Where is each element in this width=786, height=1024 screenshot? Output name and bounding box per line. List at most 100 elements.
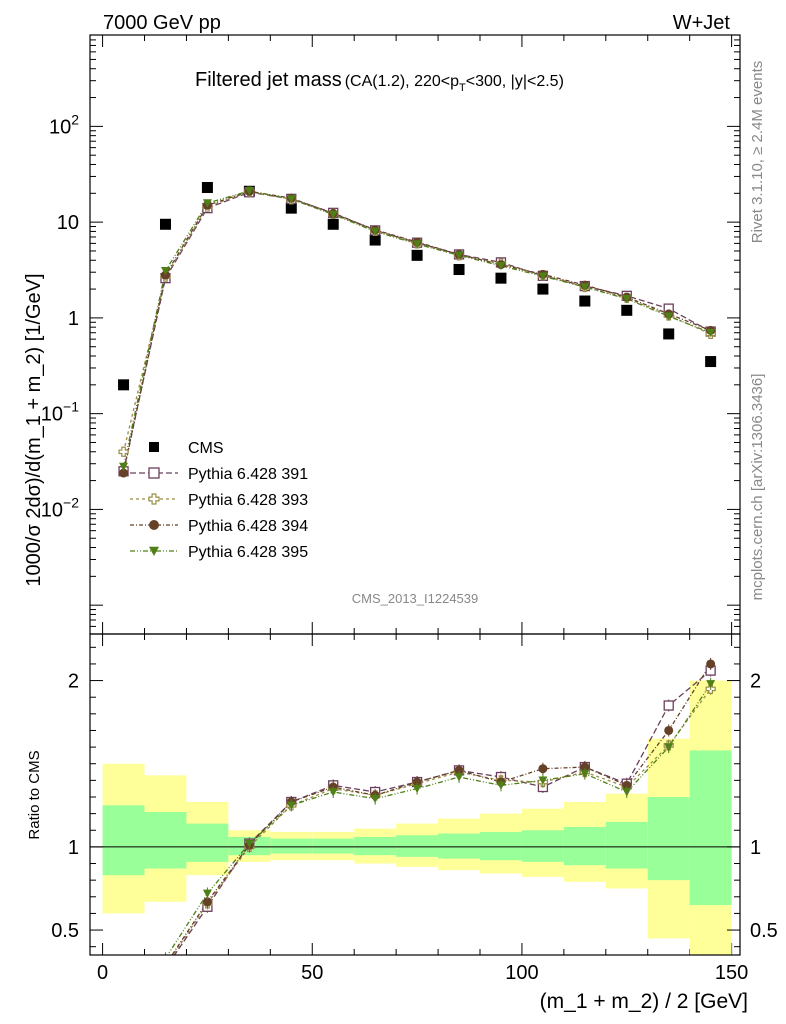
- data-point: [663, 328, 675, 340]
- series-line: [122, 191, 711, 452]
- data-point: [118, 379, 130, 391]
- ratio-point: [244, 839, 254, 849]
- legend-marker: [149, 520, 159, 530]
- data-point: [327, 218, 339, 230]
- ratio-tick-label-right: 0.5: [750, 920, 778, 942]
- inner-band-bin: [563, 826, 606, 866]
- ratio-point: [202, 889, 212, 898]
- inner-band-bin: [521, 830, 564, 862]
- data-point: [411, 249, 423, 261]
- ratio-point: [538, 776, 548, 785]
- y-axis-label: 1000/σ 2dσ)/d(m_1 + m_2) [1/GeV]: [23, 273, 45, 586]
- ratio-point: [622, 780, 632, 790]
- series-line: [122, 190, 711, 474]
- data-point: [453, 264, 465, 276]
- ratio-point: [202, 897, 212, 907]
- inner-band-bin: [102, 805, 145, 876]
- ratio-point: [119, 989, 128, 998]
- ratio-point: [454, 765, 464, 775]
- y-tick-label: 10: [57, 212, 79, 234]
- data-point: [664, 312, 674, 321]
- uncertainty-bands: [102, 680, 732, 955]
- x-tick-label: 150: [715, 962, 748, 984]
- ratio-point: [161, 964, 170, 973]
- ratio-point: [706, 680, 716, 689]
- data-point: [370, 227, 380, 236]
- ratio-point: [496, 781, 506, 790]
- x-tick-label: 50: [301, 962, 323, 984]
- inner-band-bin: [647, 796, 690, 881]
- series-line: [122, 190, 711, 467]
- data-point: [580, 283, 590, 292]
- ratio-point: [412, 784, 422, 794]
- ratio-point: [664, 725, 674, 735]
- analysis-id: CMS_2013_I1224539: [352, 591, 479, 606]
- ratio-point: [538, 764, 548, 774]
- ratio-point: [161, 960, 170, 969]
- inner-band-bin: [312, 838, 355, 854]
- inner-band-bin: [270, 838, 313, 854]
- legend-label: Pythia 6.428 394: [188, 518, 308, 535]
- header-right: W+Jet: [673, 12, 731, 34]
- data-point: [412, 240, 422, 249]
- ratio-point: [119, 988, 128, 997]
- ratio-tick-label: 2: [68, 671, 79, 693]
- data-point: [201, 181, 213, 193]
- chart-title: Filtered jet mass (CA(1.2), 220<pT<300, |…: [195, 69, 564, 94]
- data-point: [454, 251, 464, 260]
- ratio-point: [454, 773, 464, 782]
- ratio-point: [706, 659, 716, 669]
- ratio-point: [161, 962, 170, 971]
- inner-band-bin: [354, 836, 397, 856]
- legend-label: Pythia 6.428 393: [188, 492, 308, 509]
- inner-band-bin: [605, 821, 648, 869]
- rivet-label: Rivet 3.1.10, ≥ 2.4M events: [749, 61, 766, 244]
- ratio-point: [663, 700, 674, 711]
- legend-marker: [148, 467, 160, 479]
- legend-label: CMS: [188, 440, 224, 457]
- data-point: [622, 295, 632, 304]
- ratio-tick-label: 0.5: [51, 920, 79, 942]
- legend-marker: [149, 442, 159, 452]
- ratio-point: [370, 794, 380, 804]
- legend-marker: [148, 493, 160, 505]
- y-tick-label: 10−1: [41, 399, 79, 426]
- data-point: [328, 210, 338, 220]
- ratio-tick-label: 1: [68, 837, 79, 859]
- legend-label: Pythia 6.428 395: [188, 544, 308, 561]
- data-point: [160, 267, 170, 276]
- main-series: [118, 181, 717, 478]
- data-point: [119, 462, 129, 472]
- main-panel: 10−2 10−1 1 10 102: [41, 34, 741, 955]
- ratio-point: [580, 769, 590, 779]
- y-tick-label: 1: [68, 308, 79, 330]
- data-point: [285, 202, 297, 214]
- y-tick-label: 10−2: [41, 494, 79, 521]
- data-point: [705, 356, 717, 368]
- ratio-point: [119, 986, 128, 994]
- legend-marker: [149, 546, 159, 556]
- ratio-point: [412, 777, 422, 787]
- data-point: [537, 283, 549, 295]
- ratio-tick-label-right: 1: [750, 837, 761, 859]
- data-point: [369, 234, 381, 246]
- ratio-point: [119, 975, 128, 984]
- legend: CMS Pythia 6.428 391 Pythia 6.428 393 Pythi…: [130, 440, 308, 561]
- inner-band-bin: [480, 831, 522, 861]
- ratio-point: [580, 762, 590, 772]
- data-point: [119, 468, 129, 478]
- ratio-axis-label: Ratio to CMS: [26, 750, 43, 839]
- ratio-frame: [89, 633, 741, 956]
- data-point: [202, 199, 212, 208]
- series-line: [122, 191, 711, 472]
- header-left: 7000 GeV pp: [103, 12, 221, 34]
- data-point: [706, 328, 716, 338]
- ratio-point: [664, 743, 674, 752]
- ratio-point: [160, 954, 170, 955]
- data-point: [579, 295, 591, 307]
- data-point: [286, 195, 296, 204]
- data-point: [496, 261, 506, 271]
- x-axis-label: (m_1 + m_2) / 2 [GeV]: [540, 990, 748, 1013]
